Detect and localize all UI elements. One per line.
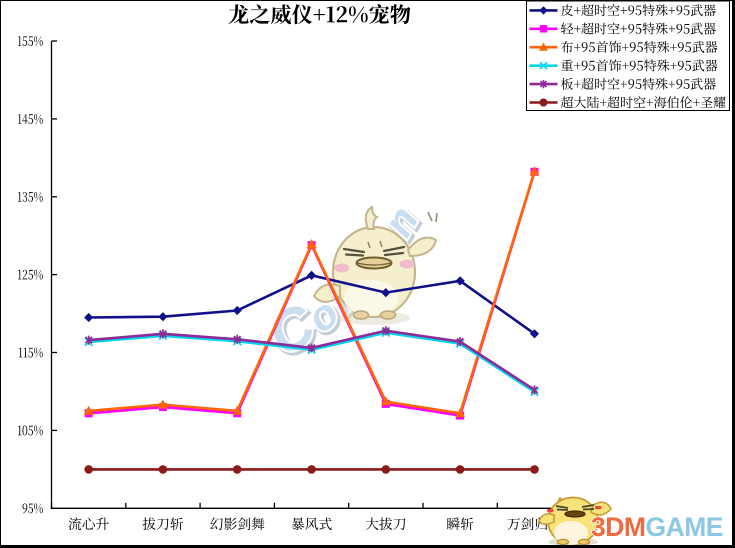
- svg-text:3DMGAME: 3DMGAME: [591, 512, 723, 542]
